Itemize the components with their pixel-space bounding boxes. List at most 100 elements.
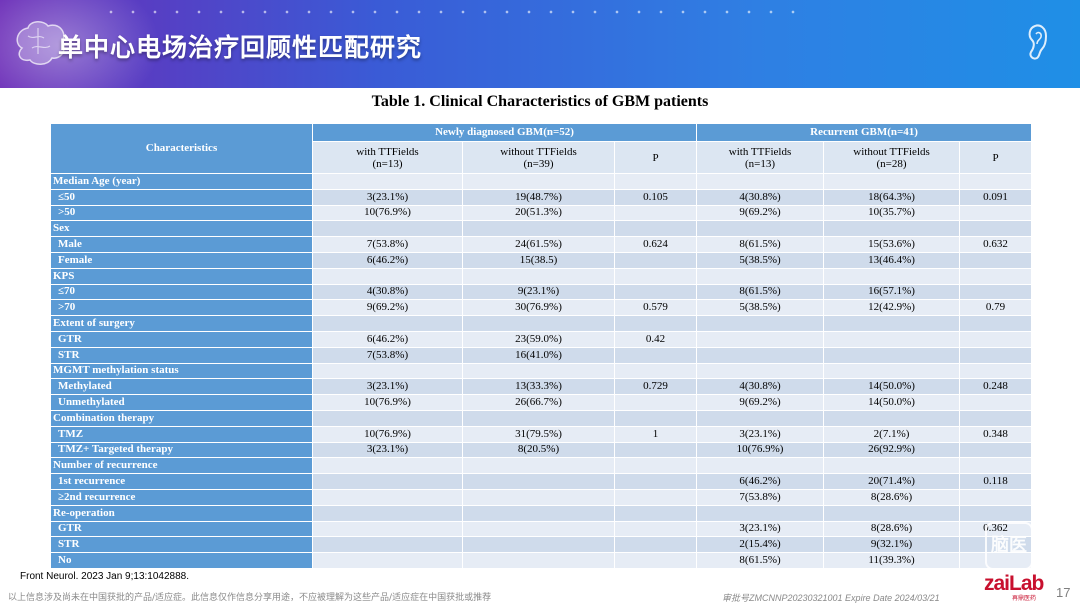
table-cell	[312, 267, 463, 285]
table-cell: 16(57.1%)	[823, 283, 961, 301]
row-label: Female	[50, 251, 313, 269]
table-row: TMZ 10(76.9%) 31(79.5%) 1 3(23.1%) 2(7.1%) 0.3…	[50, 425, 1033, 443]
sub-header-cell: without TTFields (n=28)	[823, 141, 961, 174]
table-row: 1st recurrence 6(46.2%) 20(71.4%) 0.118	[50, 473, 1033, 490]
table-cell	[696, 346, 825, 364]
table-cell: 10(76.9%)	[312, 425, 463, 443]
table-cell	[959, 283, 1033, 301]
table-row: Male 7(53.8%) 24(61.5%) 0.624 8(61.5%) 15(53.…	[50, 236, 1033, 253]
section-label: KPS	[50, 267, 313, 285]
table-cell: 10(76.9%)	[696, 441, 825, 459]
table-cell	[312, 457, 463, 475]
table-cell: 5(38.5%)	[696, 299, 825, 317]
approval-number: 审批号ZMCNNP20230321001 Expire Date 2024/03…	[722, 593, 940, 603]
section-label: MGMT methylation status	[50, 362, 313, 380]
table-row: Female 6(46.2%) 15(38.5) 5(38.5%) 13(46.4%)	[50, 251, 1033, 269]
table-cell: 6(46.2%)	[312, 251, 463, 269]
table-cell: 4(30.8%)	[696, 378, 825, 396]
table-body: Median Age (year) ≤50 3(23.1%) 19(48.7%) 0.1…	[50, 173, 1033, 569]
section-label: Median Age (year)	[50, 173, 313, 190]
table-cell: 8(61.5%)	[696, 283, 825, 301]
table-cell	[312, 173, 463, 190]
characteristics-header: Characteristics	[50, 123, 313, 174]
sub-header-count: (n=39)	[523, 157, 554, 170]
table-cell: 8(28.6%)	[823, 488, 961, 506]
page-number: 17	[1056, 585, 1071, 600]
table-cell	[959, 441, 1033, 459]
row-label: ≥2nd recurrence	[50, 488, 313, 506]
table-cell	[696, 173, 825, 190]
section-label: Re-operation	[50, 504, 313, 522]
table-cell	[696, 409, 825, 427]
table-cell	[959, 362, 1033, 380]
row-label: GTR	[50, 330, 313, 348]
table-cell	[462, 520, 615, 538]
sub-header-row: with TTFields (n=13) without TTFields (n=39…	[51, 141, 1033, 174]
sub-header-line: without TTFields	[500, 145, 577, 158]
disclaimer: 以上信息涉及尚未在中国获批的产品/适应症。此信息仅作信息分享用途，不应被理解为这…	[8, 593, 492, 603]
section-label: Sex	[50, 220, 313, 238]
sub-header-line: with TTFields	[356, 145, 419, 158]
table-cell	[312, 488, 463, 506]
table-cell	[312, 315, 463, 332]
table-cell: 13(33.3%)	[462, 378, 615, 396]
table-cell	[613, 409, 698, 427]
table-row: TMZ+ Targeted therapy 3(23.1%) 8(20.5%) 10(…	[50, 441, 1033, 459]
table-cell	[312, 362, 463, 380]
table-cell: 10(76.9%)	[312, 204, 463, 222]
table-cell	[696, 504, 825, 522]
table-cell: 24(61.5%)	[462, 236, 615, 253]
section-row: Re-operation	[50, 504, 1033, 522]
table-row: >50 10(76.9%) 20(51.3%) 9(69.2%) 10(35.7%)	[50, 204, 1033, 222]
table-cell	[823, 173, 961, 190]
table-cell: 0.091	[959, 188, 1033, 206]
table-cell	[613, 251, 698, 269]
table-cell	[959, 457, 1033, 475]
table-cell: 19(48.7%)	[462, 188, 615, 206]
sub-header-line: with TTFields	[728, 145, 792, 158]
header-dots	[100, 10, 800, 14]
table-cell: 23(59.0%)	[462, 330, 615, 348]
row-label: Methylated	[50, 378, 313, 396]
table-cell	[613, 204, 698, 222]
table-cell	[823, 220, 961, 238]
table-cell	[613, 536, 698, 554]
row-label: Male	[50, 236, 313, 253]
table-row: ≥2nd recurrence 7(53.8%) 8(28.6%)	[50, 488, 1033, 506]
table-row: STR 7(53.8%) 16(41.0%)	[50, 346, 1033, 364]
table-cell: 3(23.1%)	[312, 188, 463, 206]
sub-header-count: (n=13)	[372, 157, 403, 170]
table-cell: 10(35.7%)	[823, 204, 961, 222]
table-cell	[823, 504, 961, 522]
table-cell: 9(23.1%)	[462, 283, 615, 301]
row-label: >70	[50, 299, 313, 317]
table-cell: 3(23.1%)	[312, 441, 463, 459]
table-cell: 9(32.1%)	[823, 536, 961, 554]
zailab-logo: zaiLab	[984, 572, 1044, 595]
table-cell: 1	[613, 425, 698, 443]
table-row: >70 9(69.2%) 30(76.9%) 0.579 5(38.5%) 12(42.9…	[50, 299, 1033, 317]
table-cell	[312, 504, 463, 522]
table-cell	[613, 473, 698, 490]
table-cell	[959, 394, 1033, 411]
table-cell: 9(69.2%)	[696, 204, 825, 222]
row-label: STR	[50, 536, 313, 554]
table-cell	[959, 330, 1033, 348]
table-cell	[312, 473, 463, 490]
table-cell	[462, 504, 615, 522]
table-cell	[462, 173, 615, 190]
zailab-logo-subtitle: 再鼎医药	[1012, 595, 1037, 602]
table-cell	[823, 409, 961, 427]
sub-header-cell: with TTFields (n=13)	[696, 141, 825, 174]
table-cell	[462, 362, 615, 380]
sub-header-line: P	[992, 151, 999, 164]
row-label: No	[50, 552, 313, 569]
table-row: Unmethylated 10(76.9%) 26(66.7%) 9(69.2%) 14…	[50, 394, 1033, 411]
sub-header-cell: with TTFields (n=13)	[312, 141, 463, 174]
sub-header-cell: without TTFields (n=39)	[462, 141, 615, 174]
table-cell	[823, 315, 961, 332]
section-label: Extent of surgery	[50, 315, 313, 332]
table-cell: 14(50.0%)	[823, 378, 961, 396]
table-cell	[462, 457, 615, 475]
citation: Front Neurol. 2023 Jan 9;13:1042888.	[20, 571, 190, 582]
